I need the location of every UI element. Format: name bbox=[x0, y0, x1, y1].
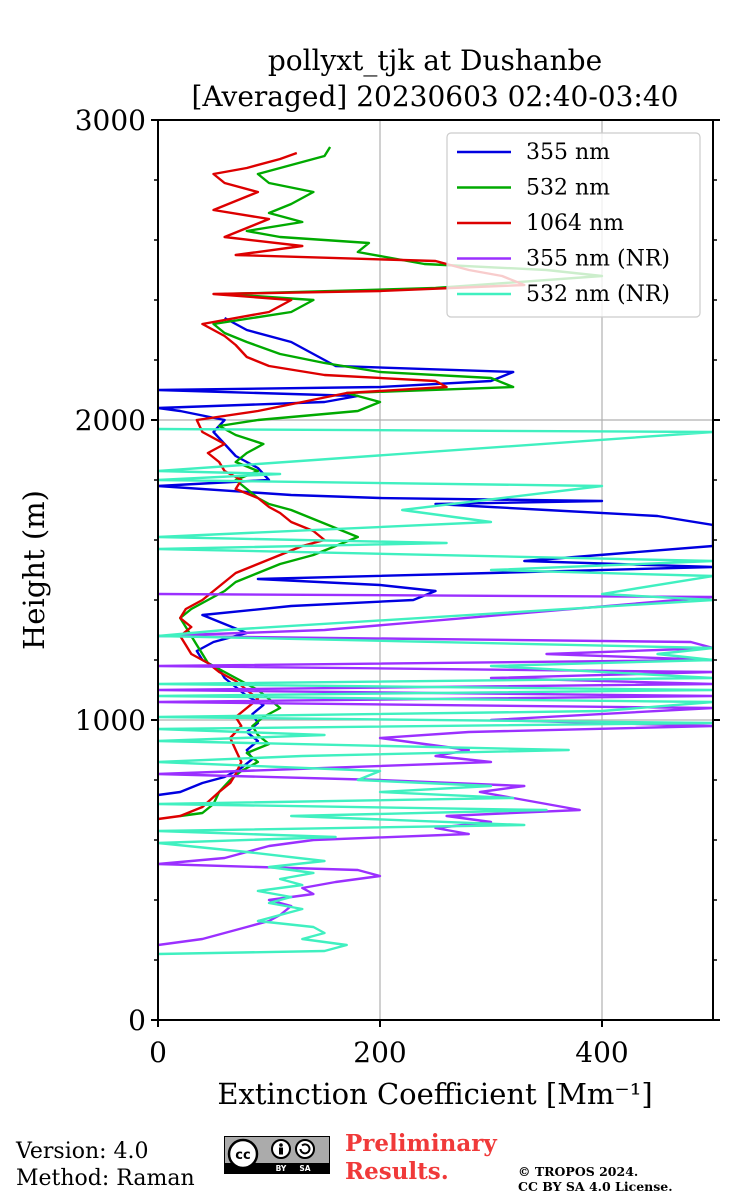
legend-label-2: 532 nm bbox=[526, 176, 610, 201]
copyright-line-1: © TROPOS 2024. bbox=[518, 1164, 639, 1179]
copyright-notice: © TROPOS 2024. CC BY SA 4.0 License. bbox=[518, 1164, 673, 1194]
by-icon-head bbox=[279, 1143, 283, 1147]
cc-license-badge: cc BY SA bbox=[224, 1136, 330, 1174]
cc-icon bbox=[227, 1138, 259, 1170]
legend-label-3: 1064 nm bbox=[526, 211, 624, 236]
series-line-4 bbox=[158, 592, 713, 947]
preliminary-results-notice: Preliminary Results. bbox=[345, 1130, 497, 1186]
version-text: Version: 4.0 bbox=[16, 1139, 149, 1164]
legend-label-5: 532 nm (NR) bbox=[526, 282, 670, 307]
by-label: BY bbox=[276, 1164, 287, 1173]
method-text: Method: Raman bbox=[16, 1166, 195, 1191]
cc-icon-text: cc bbox=[235, 1148, 250, 1163]
footer-version-method: Version: 4.0 Method: Raman bbox=[16, 1138, 195, 1192]
chart-title-line-2: [Averaged] 20230603 02:40-03:40 bbox=[192, 80, 679, 113]
x-tick-label: 0 bbox=[149, 1036, 167, 1069]
axis-ticks bbox=[151, 119, 720, 1027]
y-axis-label: Height (m) bbox=[17, 490, 51, 650]
sa-icon bbox=[295, 1139, 315, 1159]
series-line-5 bbox=[158, 427, 713, 956]
y-tick-label: 3000 bbox=[75, 104, 146, 137]
preliminary-line-1: Preliminary bbox=[345, 1130, 497, 1157]
y-tick-label: 0 bbox=[128, 1004, 146, 1037]
preliminary-line-2: Results. bbox=[345, 1158, 449, 1185]
x-tick-label: 200 bbox=[353, 1036, 406, 1069]
x-tick-label: 400 bbox=[575, 1036, 628, 1069]
extinction-profile-chart: pollyxt_tjk at Dushanbe [Averaged] 20230… bbox=[17, 44, 720, 1111]
plot-frame bbox=[157, 119, 714, 1021]
legend-label-1: 355 nm bbox=[526, 140, 610, 165]
chart-title-line-1: pollyxt_tjk at Dushanbe bbox=[268, 44, 602, 77]
copyright-line-2: CC BY SA 4.0 License. bbox=[518, 1179, 673, 1194]
x-axis-label: Extinction Coefficient [Mm⁻¹] bbox=[217, 1077, 652, 1111]
sa-icon-arrow bbox=[299, 1143, 311, 1155]
y-tick-label: 1000 bbox=[75, 704, 146, 737]
by-icon-body bbox=[279, 1147, 283, 1155]
legend-box bbox=[446, 132, 701, 318]
series-lines bbox=[158, 146, 713, 956]
legend: 355 nm 532 nm 1064 nm 355 nm (NR) 532 nm (NR… bbox=[446, 132, 701, 318]
sa-label: SA bbox=[299, 1164, 310, 1173]
y-tick-label: 2000 bbox=[75, 404, 146, 437]
axis-tick-labels: 0 1000 2000 3000 0 200 400 bbox=[75, 104, 629, 1069]
legend-label-4: 355 nm (NR) bbox=[526, 247, 670, 272]
